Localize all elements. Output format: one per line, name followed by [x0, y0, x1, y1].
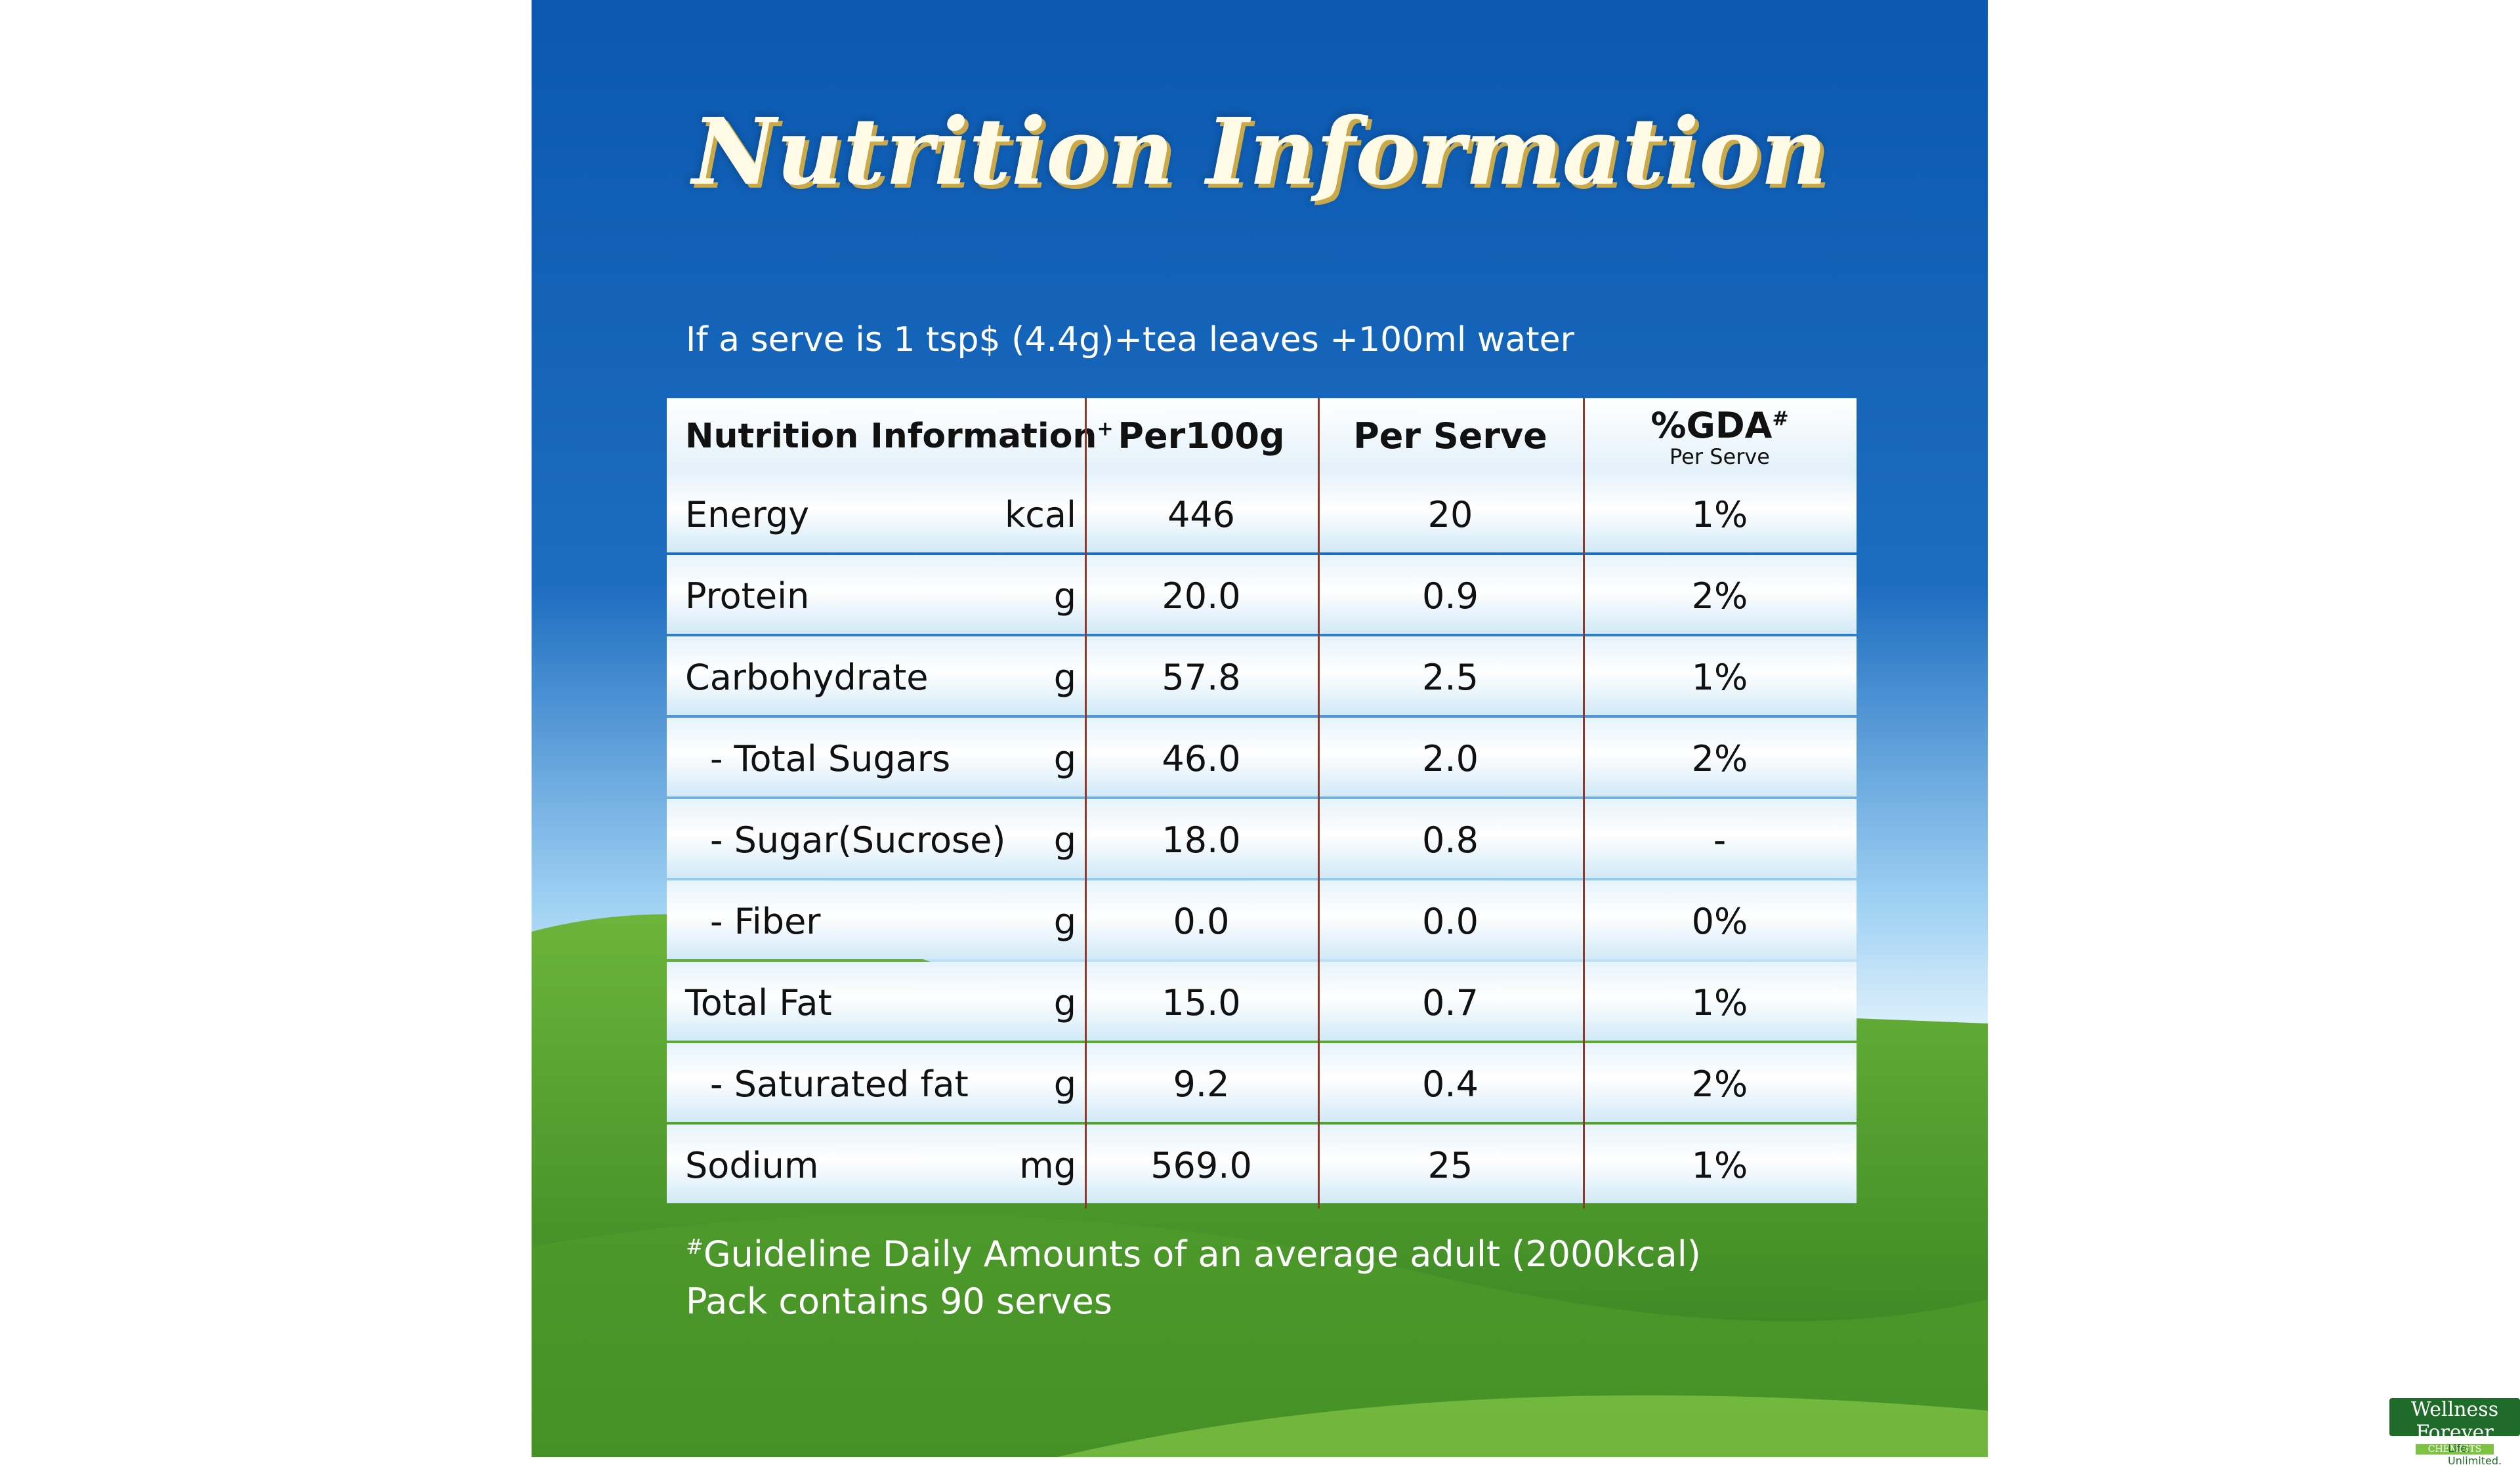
per-100g: 57.8 — [1162, 656, 1241, 698]
unit: g — [1053, 1063, 1076, 1105]
nutrient: Sodium — [685, 1144, 819, 1186]
nutrient: Protein — [685, 575, 810, 617]
per-serve: 0.9 — [1422, 575, 1479, 617]
header-cell: %GDA# Per Serve — [1583, 398, 1857, 474]
gda: 0% — [1691, 900, 1748, 942]
gda: 1% — [1691, 1144, 1748, 1186]
nutrient: Carbohydrate — [685, 656, 929, 698]
logo-tag: CHEMISTS — [2416, 1444, 2494, 1455]
nutrient: Total Fat — [685, 981, 832, 1023]
unit: mg — [1019, 1144, 1076, 1186]
gda: 1% — [1691, 981, 1748, 1023]
unit: g — [1053, 981, 1076, 1023]
column-divider — [1318, 398, 1320, 1209]
header-label: Per100g — [1118, 415, 1284, 457]
serves: Pack contains 90 serves — [686, 1281, 1112, 1322]
table-row — [667, 718, 1857, 796]
unit: g — [1053, 656, 1076, 698]
footnote-mark: # — [686, 1234, 704, 1259]
footnote-text: Guideline Daily Amounts of an average ad… — [703, 1233, 1701, 1275]
title: Nutrition Information — [692, 98, 1828, 206]
nutrient: Energy — [685, 493, 810, 535]
header-text: %GDA — [1650, 405, 1773, 446]
per-serve: 0.0 — [1422, 900, 1479, 942]
unit: g — [1053, 575, 1076, 617]
gda: 2% — [1691, 1063, 1748, 1105]
nutrient: - Fiber — [710, 900, 821, 942]
per-100g: 20.0 — [1162, 575, 1241, 617]
gda: 1% — [1691, 493, 1748, 535]
unit: g — [1053, 737, 1076, 779]
table-row — [667, 799, 1857, 878]
unit: g — [1053, 819, 1076, 861]
per-serve: 0.8 — [1422, 819, 1479, 861]
header-label: Nutrition Information+ — [685, 417, 1114, 456]
per-serve: 0.4 — [1422, 1063, 1479, 1105]
header-sup: # — [1772, 407, 1789, 430]
table-row — [667, 880, 1857, 959]
column-divider — [1085, 398, 1087, 1209]
nutrient: - Total Sugars — [710, 737, 951, 779]
unit: kcal — [1004, 493, 1076, 535]
header-sup: + — [1097, 417, 1114, 441]
table-row — [667, 1125, 1857, 1203]
logo-slogan: Life. Unlimited. — [2448, 1442, 2502, 1467]
gda: - — [1713, 819, 1727, 861]
header-cell: Per Serve — [1318, 398, 1583, 474]
unit: g — [1053, 900, 1076, 942]
table-row — [667, 636, 1857, 715]
per-serve: 25 — [1427, 1144, 1473, 1186]
header-text: Per Serve — [1353, 415, 1547, 457]
per-100g: 9.2 — [1173, 1063, 1230, 1105]
logo: Wellness Forever CHEMISTS — [2389, 1398, 2520, 1455]
table-row — [667, 555, 1857, 634]
header-label: %GDA# — [1650, 405, 1788, 446]
subtitle: If a serve is 1 tsp$ (4.4g)+tea leaves +… — [686, 320, 1575, 360]
table-row — [667, 1043, 1857, 1122]
gda: 2% — [1691, 737, 1748, 779]
per-serve: 2.5 — [1422, 656, 1479, 698]
nutrition-table: Nutrition Information+ Per100g Per Serve %G… — [667, 398, 1857, 1209]
nutrition-panel: Nutrition Information If a serve is 1 ts… — [532, 0, 1988, 1457]
nutrient: - Sugar(Sucrose) — [710, 819, 1006, 861]
per-100g: 18.0 — [1162, 819, 1241, 861]
per-100g: 46.0 — [1162, 737, 1241, 779]
table-row — [667, 962, 1857, 1041]
table-row — [667, 474, 1857, 552]
header-cell: Nutrition Information+ — [667, 398, 1114, 474]
per-serve: 2.0 — [1422, 737, 1479, 779]
gda: 2% — [1691, 575, 1748, 617]
per-100g: 15.0 — [1162, 981, 1241, 1023]
per-100g: 0.0 — [1173, 900, 1230, 942]
nutrient: - Saturated fat — [710, 1063, 969, 1105]
gda: 1% — [1691, 656, 1748, 698]
per-serve: 0.7 — [1422, 981, 1479, 1023]
per-100g: 569.0 — [1150, 1144, 1252, 1186]
header-sub: Per Serve — [1670, 444, 1770, 469]
per-serve: 20 — [1427, 493, 1473, 535]
column-divider — [1583, 398, 1585, 1209]
footnote: #Guideline Daily Amounts of an average a… — [686, 1233, 1701, 1275]
header-cell: Per100g — [1085, 398, 1318, 474]
logo-name: Wellness Forever — [2410, 1398, 2499, 1444]
header-label: Per Serve — [1353, 415, 1547, 457]
header-text: Per100g — [1118, 415, 1285, 457]
header-row — [667, 398, 1857, 474]
per-100g: 446 — [1167, 493, 1236, 535]
header-text: Nutrition Information — [685, 416, 1097, 456]
